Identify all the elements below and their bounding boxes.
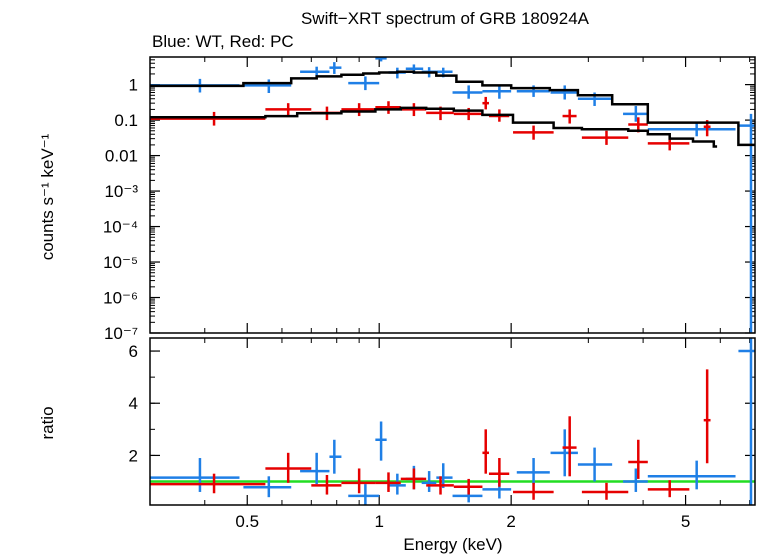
data-point <box>738 113 755 333</box>
data-point <box>623 105 648 122</box>
data-point <box>375 421 387 461</box>
y-tick-label: 1 <box>129 76 138 95</box>
data-point <box>341 103 376 117</box>
x-tick-label: 2 <box>506 512 515 531</box>
data-point <box>488 458 510 487</box>
data-point <box>348 484 380 505</box>
data-point <box>150 473 266 494</box>
chart-subtitle: Blue: WT, Red: PC <box>152 32 294 51</box>
data-point <box>150 111 266 126</box>
data-point <box>265 103 312 117</box>
panel-frame <box>149 337 756 506</box>
data-point <box>623 468 648 492</box>
y-axis-label-spectrum: counts s⁻¹ keV⁻¹ <box>38 133 57 260</box>
spectrum-panel: 1 0.1 0.01 10⁻³ 10⁻⁴ 10⁻⁵ 10⁻⁶ 10⁻⁷ <box>103 56 756 343</box>
data-point <box>482 429 489 474</box>
data-point <box>581 130 629 145</box>
data-point <box>453 478 483 495</box>
data-point <box>738 338 755 505</box>
y-axis-label-ratio: ratio <box>38 406 57 439</box>
data-layer <box>150 338 755 505</box>
data-point <box>550 429 578 477</box>
data-point <box>516 458 550 485</box>
data-point <box>341 468 376 494</box>
data-point <box>647 480 690 498</box>
data-point <box>577 447 613 482</box>
x-tick-label: 5 <box>681 512 690 531</box>
y-tick-label: 4 <box>129 394 138 413</box>
chart-title: Swift−XRT spectrum of GRB 180924A <box>301 9 590 28</box>
x-tick-label: 1 <box>374 512 383 531</box>
data-point <box>329 439 342 474</box>
data-layer <box>150 57 755 333</box>
data-point <box>647 122 736 137</box>
y-tick-label: 2 <box>129 446 138 465</box>
model-step-line <box>150 106 718 148</box>
y-tick-label: 0.01 <box>105 147 138 166</box>
data-point <box>243 476 292 498</box>
data-point <box>581 482 629 500</box>
model-step-line <box>150 70 755 147</box>
data-point <box>452 85 483 99</box>
data-point <box>421 471 437 492</box>
y-tick-label: 10⁻⁵ <box>103 253 138 272</box>
data-point <box>400 468 427 490</box>
data-point <box>150 458 240 492</box>
data-point <box>426 476 454 495</box>
data-point <box>311 474 342 495</box>
data-point <box>388 473 406 495</box>
data-point <box>300 452 330 485</box>
y-tick-label: 10⁻⁶ <box>103 289 138 308</box>
data-point <box>375 472 401 492</box>
data-point <box>513 482 554 500</box>
y-tick-label: 6 <box>129 342 138 361</box>
x-tick-label: 0.5 <box>235 512 259 531</box>
data-point <box>562 109 577 124</box>
x-axis-label: Energy (keV) <box>403 535 502 554</box>
data-point <box>265 452 312 483</box>
data-point <box>703 369 711 464</box>
data-point <box>400 103 427 117</box>
data-point <box>482 84 512 99</box>
data-point <box>562 416 577 477</box>
data-point <box>436 463 453 489</box>
ratio-panel: 0.5 1 2 5 2 4 6 <box>129 337 756 531</box>
data-point <box>243 79 292 94</box>
y-tick-label: 0.1 <box>114 111 138 130</box>
y-tick-label: 10⁻³ <box>104 182 138 201</box>
data-point <box>647 460 736 490</box>
data-point <box>482 96 489 110</box>
data-point <box>513 125 554 140</box>
data-point <box>348 76 380 91</box>
y-tick-label: 10⁻⁴ <box>103 218 138 237</box>
data-point <box>375 101 401 114</box>
panel-frame <box>149 56 756 334</box>
data-point <box>550 85 578 100</box>
data-point <box>329 62 342 74</box>
data-point <box>628 439 648 479</box>
y-tick-label: 10⁻⁷ <box>104 324 138 343</box>
